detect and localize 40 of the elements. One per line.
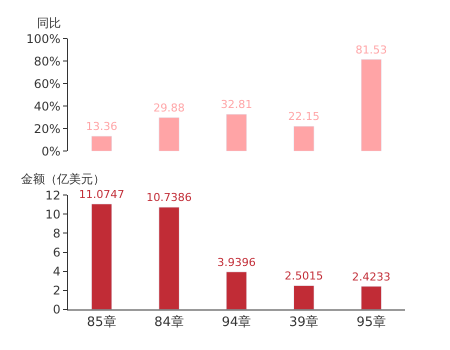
y-tick-label: 4 [52, 264, 61, 279]
x-tick-label: 85章 [86, 315, 116, 330]
y-axis-title: 同比 [37, 16, 61, 30]
bar [226, 272, 247, 310]
data-label: 2.4233 [352, 270, 391, 284]
bar [158, 206, 180, 310]
bar [360, 59, 382, 152]
data-label: 22.15 [288, 110, 320, 124]
y-tick-label: 100% [26, 32, 61, 46]
data-label: 29.88 [153, 102, 185, 115]
y-tick-label: 40% [34, 99, 61, 114]
y-tick-label: 2 [52, 284, 61, 298]
x-tick-label: 94章 [222, 315, 252, 330]
y-tick-label: 8 [52, 226, 61, 240]
x-tick-label: 95章 [356, 315, 386, 330]
y-tick-label: 60% [34, 76, 61, 91]
bar [294, 126, 314, 152]
data-label: 2.5015 [284, 270, 324, 283]
y-tick-label: 80% [34, 54, 61, 68]
y-tick-label: 20% [34, 122, 61, 136]
y-tick-label: 6 [52, 245, 61, 260]
data-label: 3.9396 [217, 256, 256, 269]
x-tick-label: 39章 [289, 315, 319, 330]
y-tick-label: 0% [42, 144, 61, 158]
bar [158, 117, 180, 152]
y-axis-title: 金额（亿美元） [21, 172, 105, 186]
data-label: 32.81 [220, 98, 252, 112]
data-label: 11.0747 [78, 188, 124, 201]
y-tick-label: 0 [52, 302, 61, 317]
bar [91, 204, 112, 310]
bar [294, 285, 314, 310]
data-label: 81.53 [356, 43, 388, 56]
data-label: 13.36 [86, 120, 118, 134]
bar [360, 286, 382, 310]
x-tick-label: 84章 [154, 315, 184, 330]
bar [226, 114, 247, 152]
y-tick-label: 10 [45, 207, 61, 222]
bar [91, 136, 112, 152]
data-label: 10.7386 [146, 191, 192, 204]
y-tick-label: 12 [45, 188, 61, 202]
